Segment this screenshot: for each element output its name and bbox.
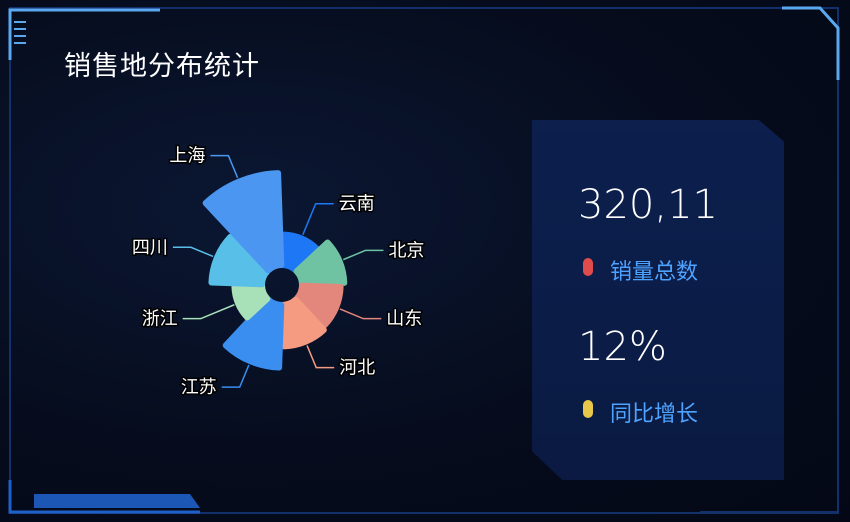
slice-label: 上海 <box>169 146 205 167</box>
rose-slice[interactable] <box>293 282 344 328</box>
rose-slice[interactable] <box>279 231 320 274</box>
slice-label: 河北 <box>339 358 375 379</box>
stats-card <box>532 120 784 480</box>
rose-slice[interactable] <box>231 282 271 321</box>
rose-slice[interactable] <box>202 170 285 274</box>
leader-line <box>306 345 335 369</box>
total-sales-value: 320,11 <box>578 182 718 228</box>
leader-line <box>342 249 384 261</box>
leader-line <box>339 308 382 320</box>
slice-label: 浙江 <box>142 309 178 330</box>
rose-slice[interactable] <box>293 239 348 288</box>
growth-label: 同比增长 <box>610 402 699 427</box>
slice-label: 山东 <box>386 309 422 330</box>
slice-label: 江苏 <box>181 377 217 398</box>
slice-label: 四川 <box>132 237 168 258</box>
leader-line <box>172 246 214 258</box>
growth-value: 12% <box>578 324 667 370</box>
leader-line <box>221 364 250 388</box>
leader-line <box>210 154 239 179</box>
growth-dot <box>583 400 593 418</box>
page-title: 销售地分布统计 <box>64 51 260 82</box>
rose-slice[interactable] <box>279 296 327 350</box>
rose-slice[interactable] <box>208 233 271 288</box>
leader-line <box>182 304 235 320</box>
rose-slice[interactable] <box>222 296 285 371</box>
total-sales-label: 销量总数 <box>610 260 699 285</box>
slice-label: 云南 <box>339 194 375 215</box>
leader-line <box>302 202 334 236</box>
total-sales-dot <box>583 258 593 276</box>
slice-label: 北京 <box>388 240 424 261</box>
